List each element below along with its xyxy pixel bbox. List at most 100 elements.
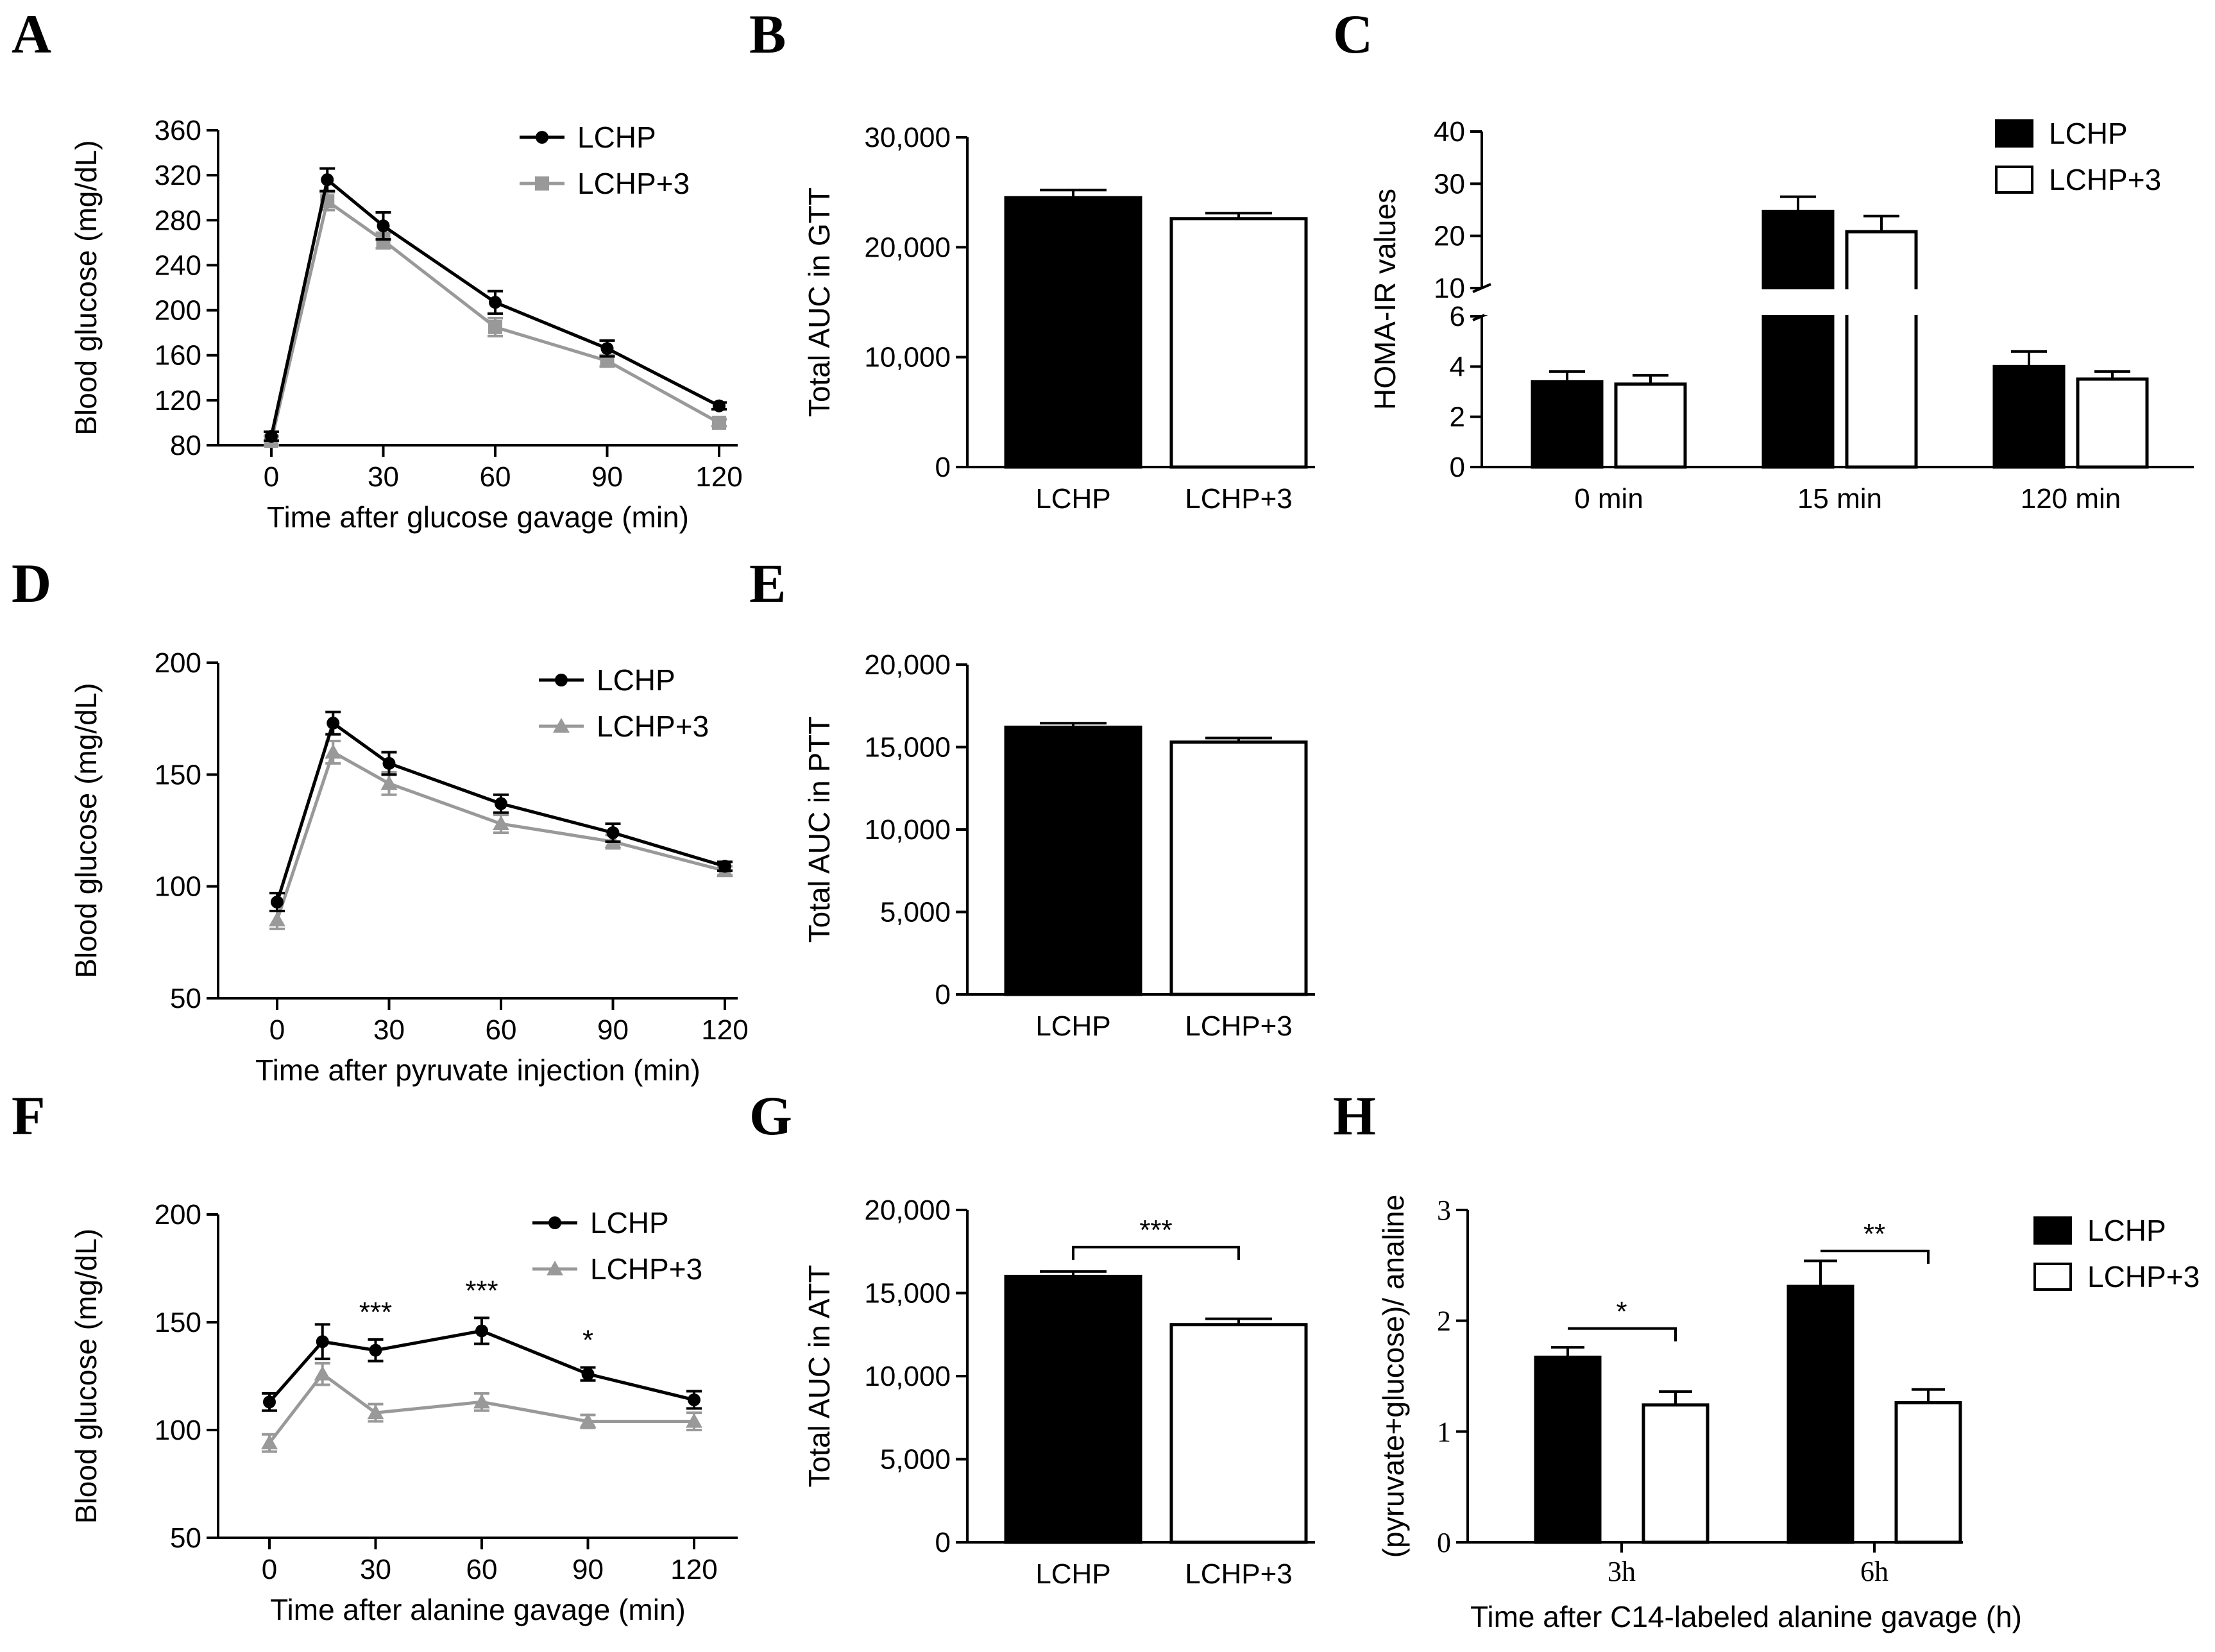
- panel-f-point: [369, 1343, 382, 1357]
- panel-a-x-tick-label: 30: [368, 461, 399, 493]
- panel-d-point: [327, 717, 340, 730]
- panel-g-significance: ***: [1139, 1214, 1172, 1246]
- panel-g-y-tick-label: 15,000: [864, 1278, 951, 1309]
- panel-h-bar: [1642, 1403, 1710, 1544]
- panel-h-y-label: (pyruvate+glucose)/ analine: [1377, 1195, 1410, 1558]
- panel-h-y-tick-label: 2: [1437, 1306, 1451, 1337]
- panel-f-series-line: [268, 1372, 694, 1444]
- panel-letter-f: F: [12, 1085, 46, 1146]
- panel-h-significance: *: [1616, 1296, 1627, 1327]
- panel-d-point: [271, 896, 284, 909]
- panel-a-y-tick-label: 320: [155, 160, 201, 191]
- panel-d-x-tick-label: 30: [373, 1014, 405, 1046]
- panel-e-y-tick-label: 0: [935, 979, 951, 1010]
- panel-f-point: [314, 1365, 331, 1381]
- panel-f-point: [316, 1335, 329, 1349]
- panel-a-x-tick-label: 120: [695, 461, 742, 493]
- panel-h-y-tick-label: 1: [1437, 1416, 1451, 1447]
- panel-d-point: [718, 860, 731, 873]
- panel-c-y-tick-label: 30: [1434, 168, 1465, 200]
- panel-a-point: [377, 219, 390, 233]
- panel-letter-b: B: [749, 3, 786, 65]
- panel-g-y-tick-label: 5,000: [880, 1444, 951, 1476]
- panel-letter-d: D: [12, 552, 51, 614]
- panel-f-point: [263, 1395, 276, 1409]
- panel-h-x-tick-label: 6h: [1860, 1556, 1888, 1587]
- panel-a-y-tick-label: 360: [155, 115, 201, 146]
- panel-c-y-label: HOMA-IR values: [1368, 189, 1402, 410]
- panel-e-y-tick-label: 10,000: [864, 814, 951, 846]
- panel-g-y-tick-label: 10,000: [864, 1361, 951, 1392]
- panel-a-point: [712, 415, 726, 430]
- panel-c-bar: [1845, 230, 1918, 469]
- panel-e-x-tick-label: LCHP: [1035, 1010, 1110, 1042]
- panel-f-y-tick-label: 100: [155, 1415, 201, 1446]
- panel-f-point: [473, 1393, 490, 1409]
- panel-e-bar: [1004, 726, 1142, 996]
- panel-f-point: [686, 1413, 702, 1428]
- panel-d-point: [493, 815, 509, 831]
- panel-f-legend-marker: [547, 1261, 563, 1275]
- panel-c-bar: [1614, 382, 1687, 469]
- panel-h-legend-swatch: [2033, 1216, 2072, 1245]
- panel-f-significance: ***: [465, 1275, 498, 1306]
- panel-h-bar: [1786, 1284, 1854, 1544]
- panel-d-series-line: [275, 720, 726, 903]
- panel-d-legend-marker: [555, 674, 568, 686]
- panel-letter-a: A: [12, 3, 51, 65]
- panel-a-x-tick-label: 0: [264, 461, 279, 493]
- panel-a-point: [600, 342, 614, 355]
- panel-d-y-tick-label: 150: [155, 759, 201, 790]
- panel-f-point: [579, 1413, 597, 1428]
- panel-b-x-tick-label: LCHP: [1035, 483, 1110, 515]
- panel-h-x-label: Time after C14-labeled alanine gavage (h…: [1470, 1600, 2022, 1633]
- panel-d-point: [382, 756, 396, 770]
- panel-a-y-label: Blood glucose (mg/dL): [69, 140, 103, 435]
- panel-f-significance: ***: [359, 1297, 392, 1328]
- panel-b-bar: [1004, 196, 1142, 469]
- panel-c-bar: [1992, 364, 2066, 469]
- panel-a-legend-label: LCHP+3: [577, 167, 690, 200]
- panel-f-x-tick-label: 90: [572, 1554, 604, 1585]
- panel-f-x-tick-label: 30: [360, 1554, 391, 1585]
- panel-c-axis-break-gap: [1484, 289, 2196, 315]
- panel-letter-e: E: [749, 552, 786, 614]
- panel-a-y-tick-label: 280: [155, 205, 201, 236]
- panel-d-point: [380, 775, 398, 790]
- panel-f-point: [688, 1393, 700, 1406]
- panel-h-significance: **: [1863, 1218, 1885, 1250]
- panel-h-y-tick-label: 0: [1437, 1527, 1451, 1558]
- panel-f-y-label: Blood glucose (mg/dL): [69, 1229, 103, 1524]
- panel-b-y-tick-label: 10,000: [864, 342, 951, 373]
- panel-d-y-label: Blood glucose (mg/dL): [69, 683, 103, 978]
- panel-d-x-tick-label: 90: [597, 1014, 629, 1046]
- panel-e-x-tick-label: LCHP+3: [1185, 1010, 1293, 1042]
- panel-letter-h: H: [1333, 1085, 1376, 1146]
- panel-f-point: [581, 1367, 595, 1381]
- panel-c-legend-swatch: [1995, 119, 2033, 148]
- panel-f-legend-marker: [548, 1216, 561, 1229]
- panel-f-significance: *: [582, 1325, 593, 1356]
- panel-d-x-tick-label: 120: [701, 1014, 748, 1046]
- panel-a-legend-marker: [536, 131, 548, 144]
- panel-c-x-tick-label: 120 min: [2021, 483, 2121, 515]
- panel-c-legend-swatch: [1995, 166, 2033, 194]
- panel-g-x-tick-label: LCHP: [1035, 1558, 1110, 1590]
- panel-d-y-tick-label: 50: [170, 983, 201, 1014]
- panel-c-y-tick-label: 20: [1434, 221, 1465, 252]
- panel-h-x-tick-label: 3h: [1608, 1556, 1636, 1587]
- panel-b-y-tick-label: 20,000: [864, 232, 951, 263]
- panel-e-bar: [1169, 740, 1308, 996]
- panel-h-legend-swatch: [2033, 1263, 2072, 1291]
- panel-a-point: [265, 429, 278, 443]
- panel-b-y-tick-label: 30,000: [864, 122, 951, 153]
- panel-a-series-line: [269, 198, 720, 441]
- panel-a-point: [488, 319, 502, 334]
- panel-d-x-tick-label: 0: [269, 1014, 285, 1046]
- panel-f-x-label: Time after alanine gavage (min): [270, 1593, 686, 1626]
- panel-a-point: [321, 173, 334, 187]
- panel-g-y-tick-label: 20,000: [864, 1195, 951, 1226]
- panel-c-x-tick-label: 15 min: [1797, 483, 1882, 515]
